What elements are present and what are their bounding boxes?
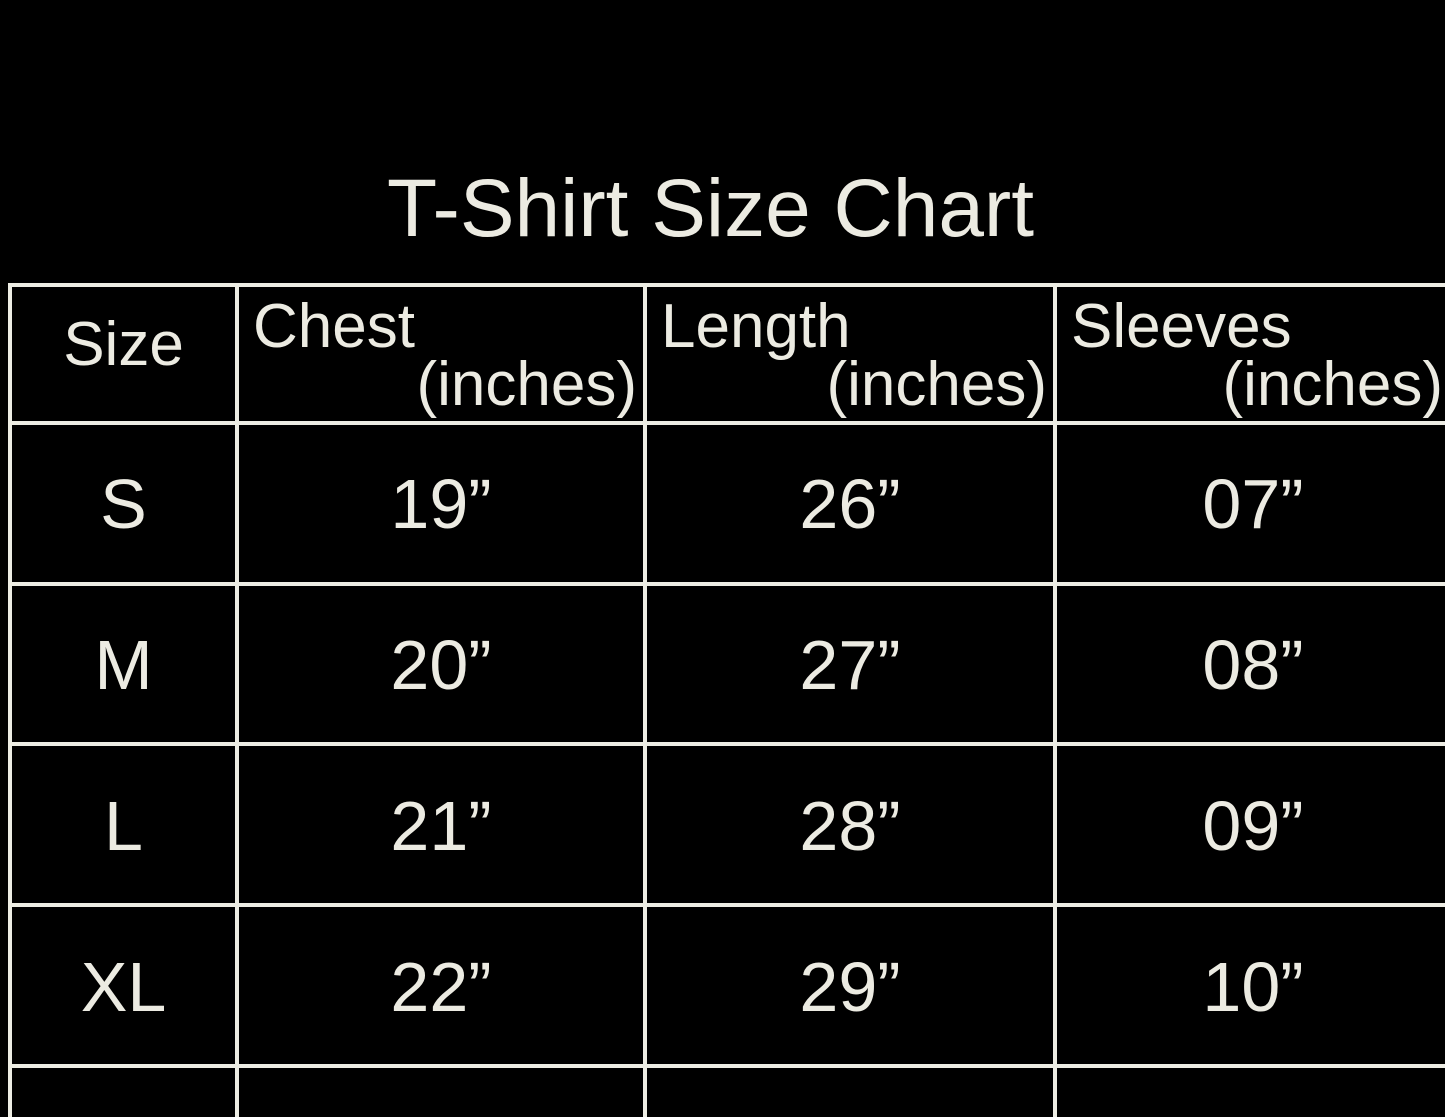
row-divider-3: [8, 903, 1445, 907]
cell-chest: 21”: [390, 787, 492, 865]
table-row: 28”: [647, 791, 1053, 861]
table-row: 20”: [239, 630, 643, 700]
cell-length: 28”: [799, 787, 901, 865]
table-row: 29”: [647, 952, 1053, 1022]
column-header-chest: Chest (inches): [239, 295, 643, 417]
cell-size: M: [94, 626, 153, 704]
column-header-length-label: Length: [661, 292, 851, 361]
column-header-length: Length (inches): [647, 295, 1053, 417]
column-header-size: Size: [12, 313, 235, 377]
table-row: 07”: [1057, 469, 1445, 539]
table-row: 21”: [239, 791, 643, 861]
table-row: 27”: [647, 630, 1053, 700]
table-row: S: [12, 469, 235, 539]
col-divider-3: [1053, 283, 1057, 1117]
row-divider-2: [8, 742, 1445, 746]
table-row: 08”: [1057, 630, 1445, 700]
cell-size: S: [100, 465, 147, 543]
table-row: L: [12, 791, 235, 861]
cell-chest: 19”: [390, 465, 492, 543]
column-header-sleeves-label: Sleeves: [1071, 292, 1292, 361]
row-divider-header: [8, 421, 1445, 425]
col-divider-2: [643, 283, 647, 1117]
cell-length: 26”: [799, 465, 901, 543]
table-border-top: [8, 283, 1445, 287]
table-row: XL: [12, 952, 235, 1022]
row-divider-4: [8, 1064, 1445, 1068]
table-row: 19”: [239, 469, 643, 539]
table-row: 10”: [1057, 952, 1445, 1022]
table-row: 09”: [1057, 791, 1445, 861]
table-border-left: [8, 283, 12, 1117]
table-row: M: [12, 630, 235, 700]
table-row: 22”: [239, 952, 643, 1022]
column-header-length-units: (inches): [826, 350, 1047, 419]
column-header-size-label: Size: [63, 310, 184, 379]
cell-size: L: [104, 787, 143, 865]
cell-sleeves: 09”: [1202, 787, 1304, 865]
cell-sleeves: 07”: [1202, 465, 1304, 543]
column-header-chest-label: Chest: [253, 292, 415, 361]
page-title: T-Shirt Size Chart: [386, 163, 1035, 254]
cell-sleeves: 08”: [1202, 626, 1304, 704]
column-header-chest-units: (inches): [416, 350, 637, 419]
cell-size: XL: [80, 948, 167, 1026]
cell-chest: 22”: [390, 948, 492, 1026]
cell-length: 27”: [799, 626, 901, 704]
cell-sleeves: 10”: [1202, 948, 1304, 1026]
column-header-sleeves: Sleeves (inches): [1057, 295, 1445, 417]
cell-length: 29”: [799, 948, 901, 1026]
cell-chest: 20”: [390, 626, 492, 704]
column-header-sleeves-units: (inches): [1222, 350, 1443, 419]
table-row: 26”: [647, 469, 1053, 539]
size-chart-table: Size Chest (inches) Length (inches) Slee…: [8, 283, 1445, 1117]
row-divider-1: [8, 582, 1445, 586]
col-divider-1: [235, 283, 239, 1117]
